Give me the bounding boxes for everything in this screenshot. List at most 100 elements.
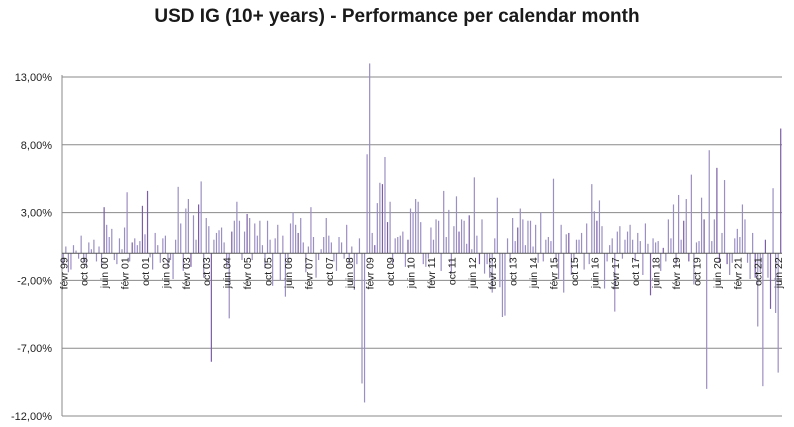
bar (328, 235, 330, 254)
bar (93, 239, 95, 254)
bar (289, 223, 292, 254)
x-tick-label: oct 19 (691, 257, 703, 286)
bar (348, 253, 350, 265)
bar (438, 220, 440, 254)
bar (72, 245, 75, 254)
bar (550, 241, 552, 254)
x-tick-label: févr 03 (181, 257, 193, 289)
bar (780, 128, 782, 254)
bar (333, 253, 335, 262)
bar (721, 232, 723, 254)
bar (586, 223, 588, 254)
y-tick-label: -7,00% (17, 343, 52, 355)
bar (407, 239, 409, 254)
bar (652, 238, 654, 254)
bar (570, 253, 572, 275)
bar (499, 253, 501, 288)
bar (450, 253, 452, 274)
bar (453, 226, 455, 254)
bar (489, 253, 491, 278)
bars (62, 63, 782, 403)
bar (118, 238, 121, 254)
bar (471, 249, 473, 254)
bar (75, 250, 77, 254)
bar (685, 199, 687, 254)
bar (195, 239, 197, 254)
bar (435, 219, 437, 254)
bar (65, 246, 67, 254)
bar (711, 241, 713, 254)
bar (649, 253, 652, 296)
bar (343, 253, 345, 259)
x-tick-label: juin 10 (406, 257, 418, 289)
x-tick-label: juin 04 (222, 257, 234, 289)
bar (272, 253, 274, 286)
x-tick-label: juin 20 (712, 257, 724, 289)
chart-title: USD IG (10+ years) - Performance per cal… (154, 6, 640, 27)
bar (366, 154, 368, 254)
bar (279, 253, 281, 281)
bar (213, 239, 215, 254)
bar (463, 220, 465, 254)
bar (300, 218, 302, 254)
bar (269, 239, 271, 254)
bar (159, 253, 161, 263)
bar (108, 237, 110, 254)
bar (187, 199, 189, 254)
bar (392, 253, 394, 265)
bar (98, 246, 100, 254)
bar (537, 253, 539, 263)
bar (307, 246, 309, 254)
bar (284, 253, 286, 297)
bar (256, 235, 258, 254)
bar (335, 253, 338, 271)
bar (713, 219, 715, 254)
bar (708, 150, 710, 254)
bar (83, 253, 85, 262)
bar (233, 220, 235, 254)
bar (126, 192, 128, 254)
bar (172, 253, 174, 280)
x-tick-label: oct 11 (446, 257, 458, 285)
bar (767, 253, 769, 278)
bar (111, 228, 113, 254)
bar (744, 219, 746, 254)
bar (353, 253, 355, 290)
bar (460, 219, 463, 254)
bar (578, 239, 580, 254)
bar (777, 253, 779, 373)
x-tick-label: juin 02 (160, 257, 172, 289)
bar (243, 231, 246, 254)
bar (504, 253, 506, 316)
bar (624, 239, 626, 254)
bar (660, 253, 662, 271)
bar (527, 220, 529, 254)
bar (775, 253, 777, 313)
x-tick-label: févr 01 (120, 257, 132, 289)
bar (568, 232, 570, 254)
bar (483, 253, 486, 274)
bar (136, 245, 138, 254)
bar (514, 241, 516, 254)
bar (532, 246, 534, 254)
bar (149, 253, 151, 258)
bar (415, 199, 417, 254)
bar (718, 253, 721, 263)
bar (734, 238, 736, 254)
bar (501, 253, 504, 318)
bar (634, 253, 636, 262)
x-tick-label: juin 00 (99, 257, 111, 289)
y-tick-label: 3,00% (21, 208, 52, 220)
x-tick-label: oct 01 (140, 257, 152, 286)
bar (545, 239, 547, 254)
bar (626, 231, 629, 254)
bar (540, 212, 542, 254)
bar (205, 218, 207, 254)
bar (688, 253, 690, 262)
bar (425, 253, 427, 267)
bar (162, 238, 164, 254)
bar (619, 226, 621, 254)
bar (394, 238, 396, 254)
bar (241, 253, 243, 261)
bar (70, 253, 72, 270)
